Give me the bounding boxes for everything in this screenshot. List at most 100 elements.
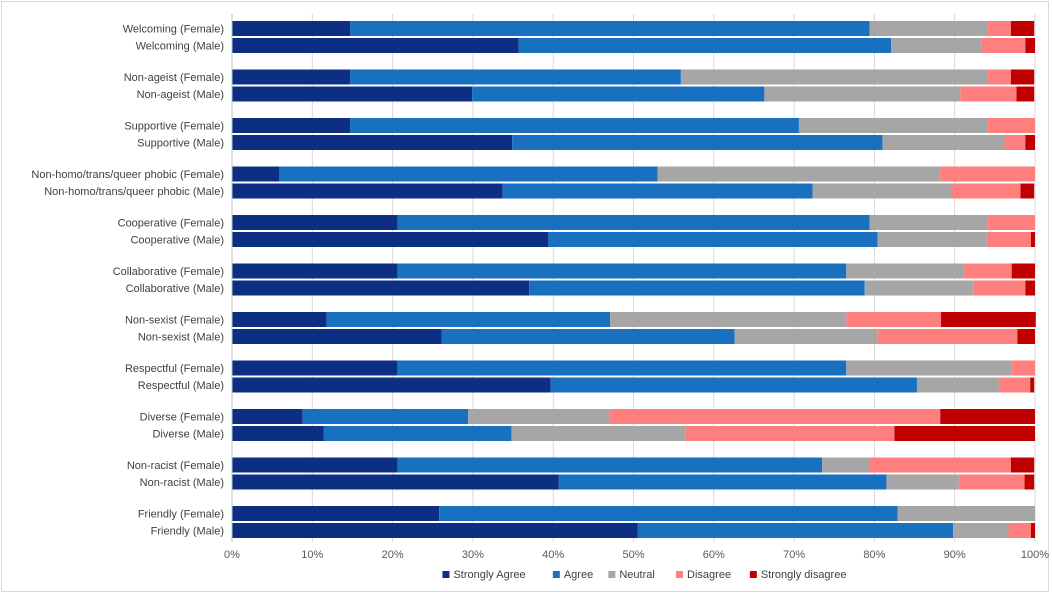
bar-non-homo-trans-queer-phobic-female-neutral: [657, 166, 941, 182]
category-label: Friendly (Female): [138, 509, 224, 521]
bar-welcoming-male-strongly-agree: [232, 38, 519, 53]
bar-non-sexist-female-disagree: [846, 312, 942, 327]
bar-supportive-female-disagree: [987, 118, 1035, 133]
bar-non-sexist-female-neutral: [610, 312, 847, 327]
category-label: Non-ageist (Female): [124, 72, 224, 84]
category-labels: Welcoming (Female) Welcoming (Male) Non-ag…: [31, 24, 224, 538]
bar-non-ageist-male-strongly-agree: [232, 86, 473, 102]
bar-supportive-male-strongly-agree: [232, 135, 513, 150]
legend-label-neutral: Neutral: [619, 569, 654, 581]
legend-label-strongly-agree: Strongly Agree: [453, 569, 525, 581]
category-label: Respectful (Male): [138, 380, 224, 392]
x-tick-label: 40%: [542, 549, 564, 561]
bar-cooperative-male-neutral: [877, 232, 987, 247]
bar-respectful-female-strongly-agree: [232, 360, 398, 376]
bar-cooperative-male-strongly-agree: [232, 232, 549, 247]
bar-respectful-female-disagree: [1011, 360, 1035, 376]
bar-friendly-male-agree: [637, 523, 954, 538]
bar-non-racist-female-neutral: [822, 457, 870, 473]
legend-swatch-strongly-disagree: [749, 571, 757, 578]
bar-non-ageist-female-neutral: [680, 69, 988, 85]
bar-cooperative-male-strongly-disagree: [1030, 232, 1035, 247]
x-tick-label: 20%: [382, 549, 404, 561]
category-label: Diverse (Male): [152, 429, 224, 441]
category-label: Non-racist (Female): [127, 460, 224, 472]
bar-non-racist-female-disagree: [869, 457, 1011, 473]
bar-friendly-male-neutral: [953, 523, 1009, 538]
bar-non-homo-trans-queer-phobic-female-disagree: [940, 166, 1035, 182]
bar-diverse-male-neutral: [511, 426, 686, 441]
bar-friendly-male-strongly-agree: [232, 523, 638, 538]
bar-non-homo-trans-queer-phobic-male-strongly-agree: [232, 183, 503, 199]
legend-label-disagree: Disagree: [687, 569, 731, 581]
bar-collaborative-male-agree: [529, 280, 865, 296]
bar-non-homo-trans-queer-phobic-female-agree: [279, 166, 658, 182]
bar-non-ageist-female-agree: [350, 69, 681, 85]
bar-non-racist-male-neutral: [886, 474, 959, 490]
legend-swatch-disagree: [676, 571, 684, 578]
x-tick-label: 30%: [462, 549, 484, 561]
bar-supportive-female-agree: [350, 118, 799, 133]
bar-friendly-female-agree: [439, 506, 898, 521]
bar-respectful-male-strongly-disagree: [1030, 377, 1035, 393]
bar-non-racist-male-strongly-agree: [232, 474, 559, 490]
bar-diverse-female-strongly-agree: [232, 409, 303, 424]
bar-cooperative-female-neutral: [869, 215, 988, 230]
category-label: Non-sexist (Female): [125, 315, 224, 327]
bar-non-racist-female-agree: [397, 457, 823, 473]
category-label: Welcoming (Female): [123, 24, 224, 36]
category-label: Diverse (Female): [140, 412, 224, 424]
legend: Strongly Agree Agree Neutral Disagree Strong…: [442, 569, 846, 581]
bar-non-ageist-female-strongly-agree: [232, 69, 351, 85]
bar-collaborative-male-strongly-disagree: [1025, 280, 1035, 296]
bar-non-sexist-male-agree: [441, 329, 735, 344]
bar-welcoming-female-strongly-agree: [232, 21, 351, 36]
bar-non-racist-female-strongly-disagree: [1010, 457, 1035, 473]
bar-respectful-female-neutral: [846, 360, 1012, 376]
category-label: Non-homo/trans/queer phobic (Male): [44, 186, 224, 198]
bar-welcoming-male-disagree: [981, 38, 1026, 53]
bar-non-sexist-male-neutral: [734, 329, 878, 344]
bar-respectful-male-agree: [550, 377, 917, 393]
x-tick-label: 0%: [224, 549, 240, 561]
bar-respectful-male-disagree: [998, 377, 1031, 393]
bar-cooperative-female-disagree: [987, 215, 1035, 230]
bar-welcoming-female-disagree: [987, 21, 1011, 36]
category-label: Cooperative (Male): [130, 235, 224, 247]
x-tick-label: 80%: [863, 549, 885, 561]
category-label: Non-racist (Male): [140, 477, 224, 489]
bar-supportive-female-neutral: [798, 118, 988, 133]
bar-cooperative-female-strongly-agree: [232, 215, 398, 230]
x-tick-label: 10%: [301, 549, 323, 561]
bar-supportive-male-agree: [512, 135, 883, 150]
bar-respectful-male-neutral: [916, 377, 999, 393]
bar-diverse-male-strongly-disagree: [894, 426, 1035, 441]
legend-swatch-strongly-agree: [442, 571, 450, 578]
bar-diverse-male-strongly-agree: [232, 426, 324, 441]
bar-non-ageist-male-agree: [472, 86, 765, 102]
bar-non-homo-trans-queer-phobic-male-disagree: [951, 183, 1021, 199]
x-tick-label: 90%: [944, 549, 966, 561]
bar-collaborative-female-neutral: [846, 263, 965, 279]
bar-non-ageist-female-disagree: [987, 69, 1011, 85]
bar-supportive-female-strongly-agree: [232, 118, 351, 133]
bar-respectful-female-agree: [397, 360, 847, 376]
bar-collaborative-male-neutral: [864, 280, 974, 296]
x-tick-label: 60%: [703, 549, 725, 561]
bar-non-sexist-female-strongly-agree: [232, 312, 327, 327]
bar-welcoming-female-neutral: [869, 21, 988, 36]
category-label: Supportive (Female): [124, 121, 224, 133]
bar-non-homo-trans-queer-phobic-male-strongly-disagree: [1020, 183, 1035, 199]
bar-non-sexist-male-disagree: [877, 329, 1018, 344]
legend-label-agree: Agree: [564, 569, 593, 581]
bar-diverse-male-agree: [323, 426, 512, 441]
bar-diverse-female-strongly-disagree: [940, 409, 1035, 424]
legend-swatch-neutral: [608, 571, 616, 578]
bar-cooperative-male-agree: [548, 232, 878, 247]
bar-non-homo-trans-queer-phobic-male-neutral: [812, 183, 952, 199]
bar-non-sexist-male-strongly-agree: [232, 329, 442, 344]
bar-non-homo-trans-queer-phobic-male-agree: [502, 183, 813, 199]
bar-non-ageist-male-neutral: [764, 86, 961, 102]
bar-non-ageist-male-strongly-disagree: [1016, 86, 1035, 102]
